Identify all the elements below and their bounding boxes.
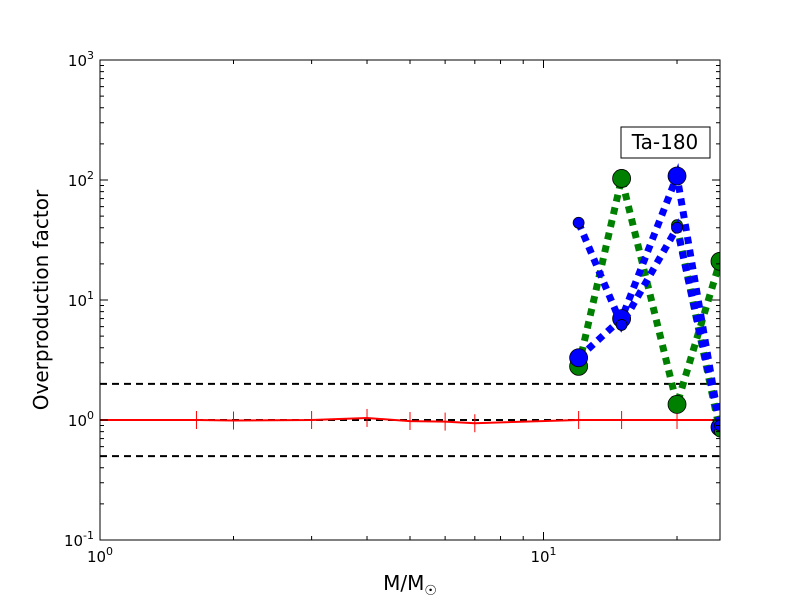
series-2-point-2: [667, 166, 687, 186]
series-4-point-1: [615, 319, 628, 331]
y-tick-label-0: 10-1: [64, 529, 94, 550]
x-axis-label: M/M☉: [383, 571, 437, 599]
series-1-point-2: [667, 394, 687, 414]
series-0-line: [100, 416, 720, 425]
plot-background: [100, 60, 720, 540]
annotation-label: Ta-180: [631, 130, 699, 154]
axis-ticks: [99, 59, 720, 541]
series-4: [572, 216, 720, 432]
series-1-point-3: [710, 251, 720, 271]
series-2-point-0: [569, 348, 589, 368]
y-tick-label-4: 103: [68, 49, 94, 70]
y-axis-label: Overproduction factor: [29, 189, 53, 410]
series-4-point-2: [671, 221, 683, 234]
series-1-point-1: [612, 169, 632, 188]
x-tick-label-1: 101: [530, 545, 556, 566]
series-2-line: [576, 162, 720, 428]
series-4-line: [575, 218, 720, 427]
x-tick-label-0: 100: [87, 545, 113, 566]
annotation-box: Ta-180: [620, 126, 711, 159]
series-layer: [100, 162, 720, 438]
y-tick-label-1: 100: [68, 409, 94, 430]
x-axis-label-subscript: ☉: [424, 583, 437, 599]
series-0: [100, 408, 720, 433]
y-tick-label-2: 101: [68, 289, 94, 310]
y-tick-label-3: 102: [68, 169, 94, 190]
series-4-point-0: [572, 216, 585, 229]
